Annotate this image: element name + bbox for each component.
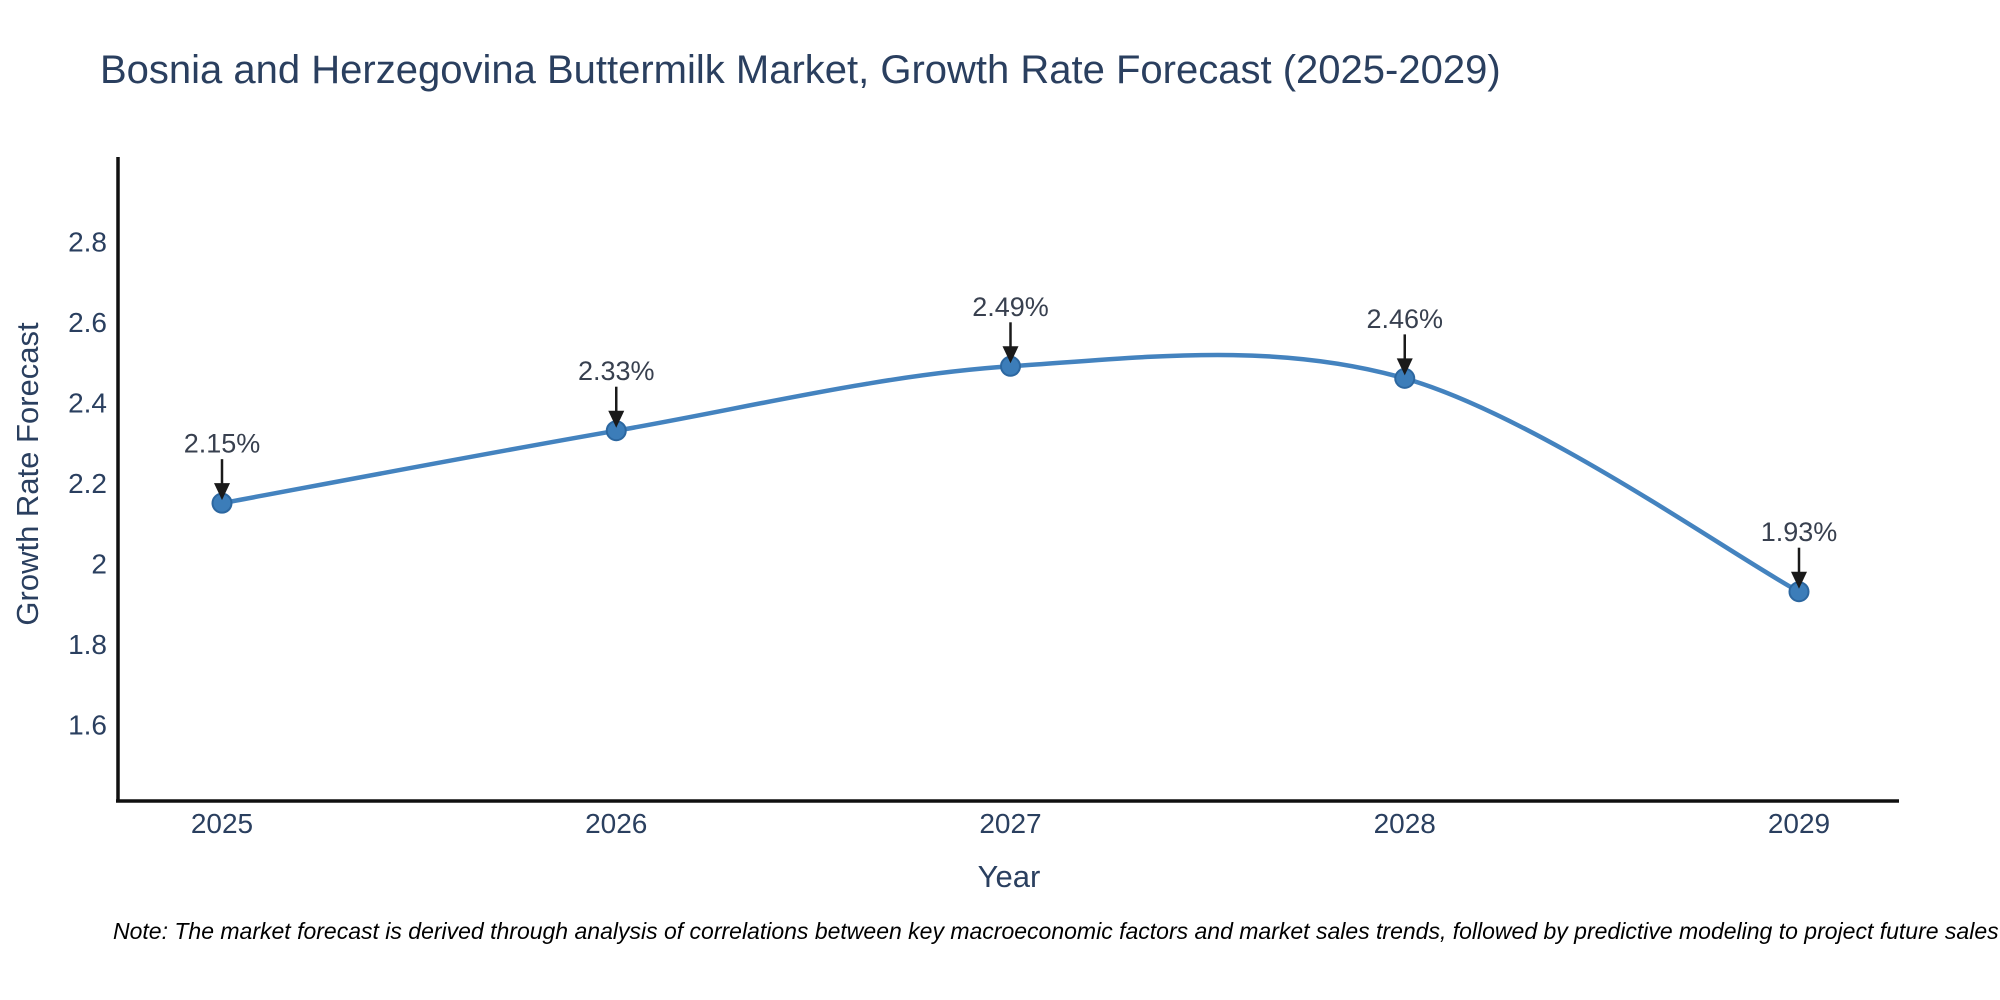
annotation-arrowhead-icon [214,483,230,501]
point-label: 2.15% [184,429,261,459]
annotation-arrowhead-icon [1002,346,1019,364]
y-tick-labels: 1.6 1.8 2 2.2 2.4 2.6 2.8 [68,227,107,741]
y-tick-label: 2.8 [68,227,107,258]
y-tick-label: 2.6 [68,307,107,338]
x-tick-label: 2028 [1374,808,1436,839]
point-label: 2.46% [1366,304,1443,334]
footnote: Note: The market forecast is derived thr… [113,918,1999,944]
series-line [219,352,1802,594]
point-label: 2.49% [972,292,1049,322]
x-tick-labels: 2025 2026 2027 2028 2029 [191,808,1830,839]
y-tick-label: 2 [91,549,107,580]
y-tick-label: 2.2 [68,468,107,499]
y-tick-label: 1.6 [68,710,107,741]
annotation-arrowhead-icon [1791,571,1807,589]
annotation-arrowhead-icon [1396,358,1413,376]
point-label: 2.33% [578,356,655,386]
x-axis-title: Year [978,859,1041,894]
point-label: 1.93% [1761,517,1838,547]
x-tick-label: 2026 [585,808,647,839]
point-annotations: 2.15% 2.33% 2.49% 2.46% 1.93% [184,292,1838,589]
x-tick-label: 2027 [979,808,1041,839]
y-tick-label: 2.4 [68,388,107,419]
y-axis-title: Growth Rate Forecast [10,322,45,626]
x-tick-label: 2029 [1768,808,1830,839]
x-tick-label: 2025 [191,808,253,839]
series-growth-rate [211,352,1810,603]
annotation-arrowhead-icon [608,410,625,428]
y-tick-label: 1.8 [68,629,107,660]
chart-title: Bosnia and Herzegovina Buttermilk Market… [100,48,1501,92]
